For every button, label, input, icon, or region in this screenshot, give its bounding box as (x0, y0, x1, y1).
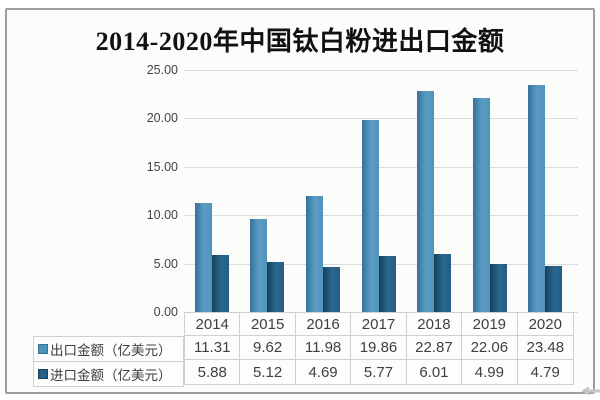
year-header-cell: 2015 (240, 313, 296, 336)
import-bar-2014 (212, 255, 229, 312)
import-series-swatch-icon (38, 369, 48, 379)
import-value-cell: 4.79 (530, 363, 560, 381)
export-bar-2018 (417, 91, 434, 312)
gridline (184, 118, 578, 119)
import-bar-2020 (545, 266, 562, 312)
import-bar-2015 (267, 262, 284, 312)
plot-area (184, 70, 578, 313)
export-bar-2017 (362, 120, 379, 312)
year-header-cell: 2016 (295, 313, 352, 336)
import-value-cell: 4.69 (296, 360, 352, 384)
import-value-cell: 5.77 (351, 360, 407, 384)
y-axis-tick-label: 25.00 (146, 63, 178, 77)
legend-table: 出口金额（亿美元） 进口金额（亿美元） (33, 336, 184, 387)
import-series-label: 进口金额（亿美元） (50, 368, 172, 383)
export-bar-2020 (528, 85, 545, 312)
y-axis-tick-label: 5.00 (153, 257, 178, 271)
export-value-cell: 22.06 (462, 336, 518, 360)
y-axis-tick-label: 15.00 (146, 160, 178, 174)
import-value-cell: 4.99 (462, 360, 518, 384)
data-table: 2014 2015 2016 2017 2018 2019 2020 11.31 9.62 11.… (184, 312, 574, 385)
export-series-label: 出口金额（亿美元） (50, 343, 172, 358)
legend-row-export: 出口金额（亿美元） (34, 337, 183, 361)
chart-title: 2014-2020年中国钛白粉进出口金额 (95, 27, 505, 56)
export-bar-2015 (250, 219, 267, 312)
export-bar-2014 (195, 203, 212, 312)
export-value-cell: 9.62 (240, 336, 296, 360)
y-axis-tick-label: 20.00 (146, 111, 178, 125)
import-bar-2017 (379, 256, 396, 312)
import-value-cell: 5.12 (240, 360, 296, 384)
import-value-cell: 6.01 (407, 360, 463, 384)
legend-row-import: 进口金额（亿美元） (34, 361, 183, 386)
import-bar-2016 (323, 267, 340, 312)
export-series-swatch-icon (38, 344, 48, 354)
import-bar-2018 (434, 254, 451, 312)
gridline (184, 167, 578, 168)
year-header-cell: 2019 (462, 313, 518, 336)
year-header-cell: 2018 (406, 313, 463, 336)
import-bar-2019 (490, 264, 507, 312)
export-value-cell: 19.86 (351, 336, 407, 360)
gridline (184, 70, 578, 71)
export-value-cell: 23.48 (517, 336, 573, 360)
export-value-cell: 11.31 (185, 336, 241, 360)
y-axis: 25.00 20.00 15.00 10.00 5.00 0.00 (102, 63, 178, 319)
export-bar-2016 (306, 196, 323, 312)
left-arrow-icon (581, 386, 600, 396)
year-header-cell: 2020 (517, 313, 573, 336)
year-header-cell: 2017 (351, 313, 407, 336)
y-axis-tick-label: 10.00 (146, 208, 178, 222)
gridline (184, 215, 578, 216)
export-bar-2019 (473, 98, 490, 312)
year-header-cell: 2014 (185, 313, 241, 336)
export-value-cell: 11.98 (295, 336, 352, 360)
export-value-cell: 22.87 (406, 336, 463, 360)
y-axis-tick-label: 0.00 (153, 305, 178, 319)
chart-frame: 2014-2020年中国钛白粉进出口金额 25.00 20.00 15.00 10.0… (5, 8, 600, 396)
import-value-cell: 5.88 (185, 360, 241, 384)
